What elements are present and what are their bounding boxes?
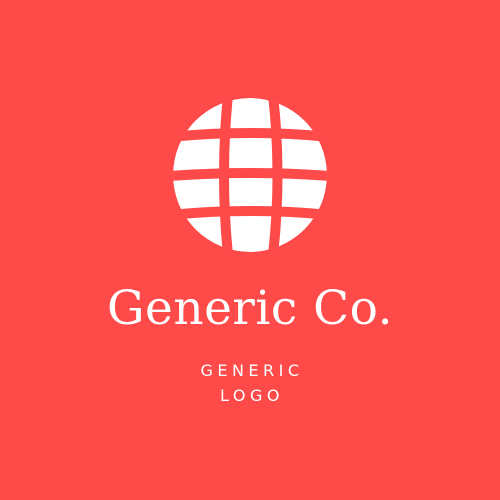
tagline-line-1: GENERIC — [200, 361, 304, 380]
brand-name: Generic Co. — [106, 281, 394, 336]
tagline-line-2: LOGO — [220, 386, 284, 405]
globe-icon — [173, 98, 327, 252]
